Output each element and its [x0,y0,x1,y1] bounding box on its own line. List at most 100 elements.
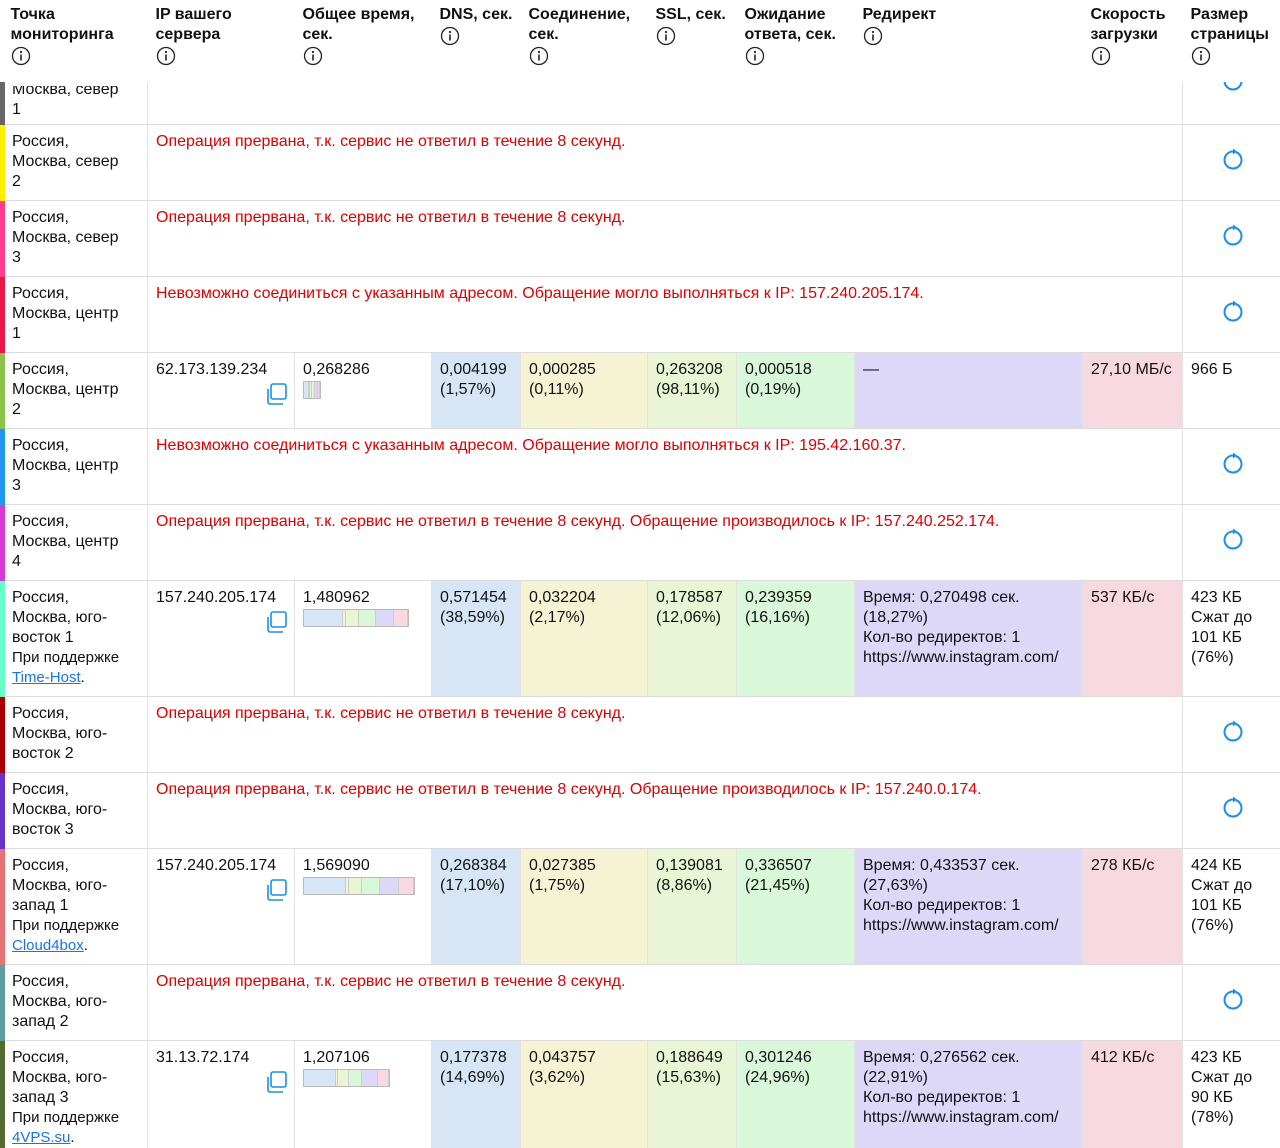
info-icon[interactable] [529,46,640,72]
location: Россия, Москва, юго-восток 2 [12,705,108,762]
refresh-button[interactable] [1220,988,1246,1017]
refresh-button[interactable] [1220,452,1246,481]
sponsor-end: . [80,669,85,686]
column-header: SSL, сек. [647,0,737,82]
info-icon[interactable] [1191,46,1275,72]
refresh-button[interactable] [1220,720,1246,749]
header-label: Редирект [862,6,937,23]
total: 0,268286 [303,361,370,378]
info-icon[interactable] [11,46,140,72]
redirect-line: Кол-во редиректов: 1 [863,629,1021,646]
redirect-line: Кол-во редиректов: 1 [863,897,1021,914]
time-bar-segment [308,382,311,398]
size-line: 423 КБ [1191,589,1242,606]
refresh-button[interactable] [1220,528,1246,557]
connect-value: 0,000285 [529,361,596,378]
time-bar-segment [379,878,400,894]
time-bar-segment [304,878,346,894]
column-header: Размер страницы [1182,0,1280,82]
refresh-button[interactable] [1220,224,1246,253]
redirect-cell: Время: 0,433537 сек. (27,63%) Кол-во реди… [854,848,1083,965]
size-cell: 424 КБ Сжат до 101 КБ (76%) [1182,848,1280,965]
column-header: Ожидание ответа, сек. [736,0,855,82]
sponsor: При поддержке Time-Host. [12,648,127,688]
location-cell: Россия, Москва, север 2 [0,124,148,201]
ip-cell: 31.13.72.174 [147,1040,295,1148]
header-label: Ожидание ответа, сек. [744,6,836,43]
size-cell: 966 Б [1182,352,1280,429]
sponsor-link[interactable]: Cloud4box [12,937,84,954]
location: Россия, Москва, центр 1 [12,285,119,342]
connect-cell: 0,032204 (2,17%) [520,580,648,697]
error-cell: Операция прервана, т.к. сервис не ответи… [147,964,1183,1041]
error-message: Операция прервана, т.к. сервис не ответи… [156,781,982,798]
header-label: Размер страницы [1190,6,1269,43]
sponsor-end: . [83,937,88,954]
ip-cell: 157.240.205.174 [147,580,295,697]
ssl-cell: 0,178587 (12,06%) [647,580,737,697]
header-label: Точка мониторинга [10,6,114,43]
time-bar [303,877,415,895]
monitoring-row: Россия, Москва, юго-восток 1 При поддержк… [0,580,1280,697]
location-cell: Россия, Москва, центр 3 [0,428,148,505]
time-bar [303,1069,390,1087]
clip-inner: Россия, Москва, север 1 [12,86,127,116]
connect-share: (2,17%) [529,609,586,626]
wait-share: (21,45%) [745,877,810,894]
location: Россия, Москва, юго-запад 2 [12,973,108,1030]
monitoring-row: Россия, Москва, север 3 Операция прервана… [0,200,1280,277]
speed: 537 КБ/с [1091,589,1155,606]
location-cell: Россия, Москва, юго-восток 1 При поддержк… [0,580,148,697]
location: Россия, Москва, север 2 [12,133,119,190]
size-line: (78%) [1191,1109,1234,1126]
refresh-cell [1182,504,1280,581]
copy-icon[interactable] [156,610,288,640]
refresh-button[interactable] [1220,300,1246,329]
error-message: Операция прервана, т.к. сервис не ответи… [156,705,626,722]
copy-icon[interactable] [156,878,288,908]
error-message: Невозможно соединиться с указанным адрес… [156,285,924,302]
time-bar-segment [345,878,349,894]
dns-value: 0,571454 [440,589,507,606]
column-header: Общее время, сек. [294,0,432,82]
refresh-button[interactable] [1183,82,1280,92]
sponsor-link[interactable]: 4VPS.su [12,1129,71,1146]
location-cell: Россия, Москва, центр 4 [0,504,148,581]
dns-share: (38,59%) [440,609,505,626]
total: 1,569090 [303,857,370,874]
location: Россия, Москва, юго-восток 1 [12,589,108,646]
time-bar-segment [358,610,376,626]
location-cell: Россия, Москва, центр 2 [0,352,148,429]
refresh-button[interactable] [1220,148,1246,177]
location-cell: Россия, Москва, юго-восток 3 [0,772,148,849]
refresh-button[interactable] [1220,796,1246,825]
redirect-line: Время: 0,433537 сек. (27,63%) [863,857,1020,894]
ip-cell: 62.173.139.234 [147,352,295,429]
info-icon[interactable] [440,26,513,52]
copy-icon[interactable] [156,1070,288,1100]
info-icon[interactable] [745,46,847,72]
info-icon[interactable] [863,26,1075,52]
sponsor: При поддержке 4VPS.su. [12,1108,127,1148]
speed-cell: 537 КБ/с [1082,580,1183,697]
redirect-cell: Время: 0,270498 сек. (18,27%) Кол-во реди… [854,580,1083,697]
size-line: Сжат до 101 КБ [1191,609,1253,646]
wait-value: 0,000518 [745,361,812,378]
redirect-line: — [863,361,879,378]
info-icon[interactable] [156,46,287,72]
info-icon[interactable] [656,26,729,52]
ssl-share: (12,06%) [656,609,721,626]
copy-icon[interactable] [156,382,288,412]
size-line: 424 КБ [1191,857,1242,874]
info-icon[interactable] [1091,46,1175,72]
location: Россия, Москва, центр 3 [12,437,119,494]
time-bar [303,609,409,627]
ssl-share: (8,86%) [656,877,713,894]
sponsor-link[interactable]: Time-Host [12,669,81,686]
info-icon[interactable] [303,46,424,72]
wait-cell: 0,000518 (0,19%) [736,352,855,429]
monitoring-row: Россия, Москва, центр 4 Операция прервана… [0,504,1280,581]
redirect-line: Время: 0,270498 сек. (18,27%) [863,589,1020,626]
location: Россия, Москва, север 3 [12,209,119,266]
